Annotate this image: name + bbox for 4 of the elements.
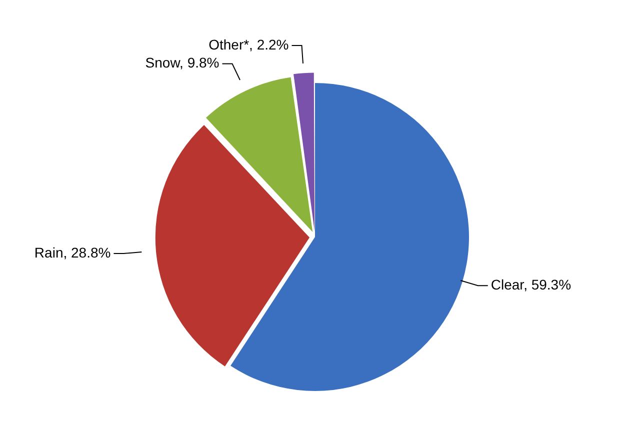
slice-label: Clear, 59.3% [490, 276, 572, 293]
slice-label: Other*, 2.2% [208, 36, 289, 52]
slice-label: Snow, 9.8% [145, 54, 220, 71]
slice-label: Rain, 28.8% [34, 244, 111, 260]
